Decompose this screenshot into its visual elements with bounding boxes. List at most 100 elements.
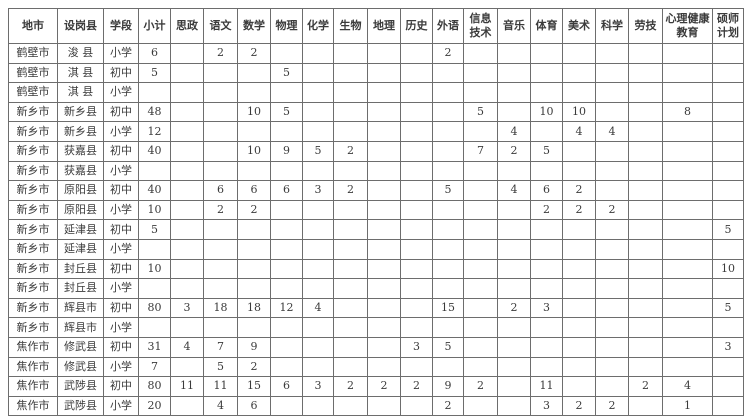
table-row: 焦作市 武陟县 小学 20 4 6 2 3 2 2 1 xyxy=(8,395,744,417)
value-cell xyxy=(170,160,204,182)
value-cell: 7 xyxy=(463,140,498,162)
value-cell: 40 xyxy=(138,140,171,162)
value-cell xyxy=(333,82,368,103)
value-cell xyxy=(463,317,498,338)
value-cell: 8 xyxy=(662,101,713,123)
value-cell xyxy=(595,160,629,182)
value-cell xyxy=(463,219,498,240)
value-cell xyxy=(400,317,433,338)
value-cell xyxy=(203,62,238,84)
value-cell xyxy=(302,356,334,378)
value-cell xyxy=(712,278,744,299)
value-cell: 11 xyxy=(170,376,204,397)
value-cell xyxy=(662,62,713,84)
level-cell: 小学 xyxy=(103,43,139,64)
city-cell: 新乡市 xyxy=(8,297,58,319)
header-cell: 设岗县 xyxy=(57,8,104,44)
header-row: 地市 设岗县 学段 小计 思政 语文 数学 物理 化学 生物 地理 历史 外语 信息技术 音乐 体育 美术 科学劳… xyxy=(8,8,744,44)
header-cell: 语文 xyxy=(203,8,238,44)
table-row: 新乡市 新乡县 初中 48 10 5 5 10 10 8 xyxy=(8,101,744,123)
value-cell xyxy=(138,238,171,260)
value-cell xyxy=(628,101,663,123)
value-cell xyxy=(628,356,663,378)
value-cell xyxy=(170,199,204,221)
table-header: 地市 设岗县 学段 小计 思政 语文 数学 物理 化学 生物 地理 历史 外语 信息技术 音乐 体育 美术 科学劳… xyxy=(8,8,744,44)
value-cell xyxy=(712,199,744,221)
level-cell: 初中 xyxy=(103,258,139,280)
city-cell: 鹤壁市 xyxy=(8,43,58,64)
value-cell xyxy=(432,356,464,378)
table-row: 新乡市 辉县市 小学 xyxy=(8,317,744,338)
value-cell xyxy=(333,356,368,378)
value-cell xyxy=(595,297,629,319)
value-cell xyxy=(367,43,401,64)
value-cell: 2 xyxy=(562,180,596,201)
header-cell: 外语 xyxy=(432,8,464,44)
value-cell xyxy=(530,121,563,142)
value-cell xyxy=(662,43,713,64)
value-cell xyxy=(237,238,271,260)
county-cell: 淇 县 xyxy=(57,82,104,103)
value-cell xyxy=(432,101,464,123)
value-cell xyxy=(333,317,368,338)
value-cell: 3 xyxy=(530,297,563,319)
value-cell xyxy=(367,297,401,319)
value-cell xyxy=(463,238,498,260)
value-cell xyxy=(562,219,596,240)
value-cell xyxy=(530,43,563,64)
value-cell xyxy=(170,140,204,162)
value-cell xyxy=(628,140,663,162)
table-row: 焦作市 武陟县 初中 80 11 11 15 6 3 2 2 2 9 2 11 2 4 xyxy=(8,376,744,397)
value-cell: 5 xyxy=(270,62,303,84)
value-cell xyxy=(463,258,498,280)
value-cell xyxy=(463,160,498,182)
value-cell: 5 xyxy=(530,140,563,162)
value-cell xyxy=(628,297,663,319)
value-cell xyxy=(595,62,629,84)
value-cell: 6 xyxy=(203,180,238,201)
value-cell xyxy=(203,121,238,142)
header-cell: 心理健康教育 xyxy=(662,8,713,44)
value-cell xyxy=(203,101,238,123)
value-cell xyxy=(400,43,433,64)
value-cell xyxy=(628,180,663,201)
value-cell xyxy=(170,278,204,299)
table-row: 新乡市 辉县市 初中 80 3 18 18 12 4 15 2 3 5 xyxy=(8,297,744,319)
value-cell xyxy=(463,336,498,358)
value-cell xyxy=(432,317,464,338)
value-cell: 18 xyxy=(203,297,238,319)
value-cell xyxy=(270,317,303,338)
value-cell xyxy=(530,336,563,358)
county-cell: 辉县市 xyxy=(57,317,104,338)
table-row: 新乡市 封丘县 初中 10 10 xyxy=(8,258,744,280)
city-cell: 新乡市 xyxy=(8,121,58,142)
value-cell xyxy=(497,278,531,299)
table-row: 新乡市 获嘉县 初中 40 10 9 5 2 7 2 5 xyxy=(8,140,744,162)
city-cell: 新乡市 xyxy=(8,180,58,201)
value-cell xyxy=(712,101,744,123)
level-cell: 初中 xyxy=(103,297,139,319)
header-cell: 音乐 xyxy=(497,8,531,44)
value-cell: 2 xyxy=(203,199,238,221)
value-cell: 2 xyxy=(628,376,663,397)
value-cell: 2 xyxy=(432,43,464,64)
value-cell: 3 xyxy=(302,180,334,201)
value-cell xyxy=(662,278,713,299)
value-cell xyxy=(400,199,433,221)
value-cell xyxy=(530,238,563,260)
value-cell xyxy=(712,395,744,417)
value-cell xyxy=(333,219,368,240)
city-cell: 鹤壁市 xyxy=(8,62,58,84)
value-cell xyxy=(432,199,464,221)
value-cell xyxy=(595,82,629,103)
value-cell xyxy=(302,238,334,260)
value-cell xyxy=(138,82,171,103)
value-cell: 2 xyxy=(497,297,531,319)
header-cell: 物理 xyxy=(270,8,303,44)
header-cell: 学段 xyxy=(103,8,139,44)
value-cell: 12 xyxy=(138,121,171,142)
value-cell: 5 xyxy=(203,356,238,378)
value-cell xyxy=(138,278,171,299)
value-cell xyxy=(662,336,713,358)
level-cell: 小学 xyxy=(103,238,139,260)
